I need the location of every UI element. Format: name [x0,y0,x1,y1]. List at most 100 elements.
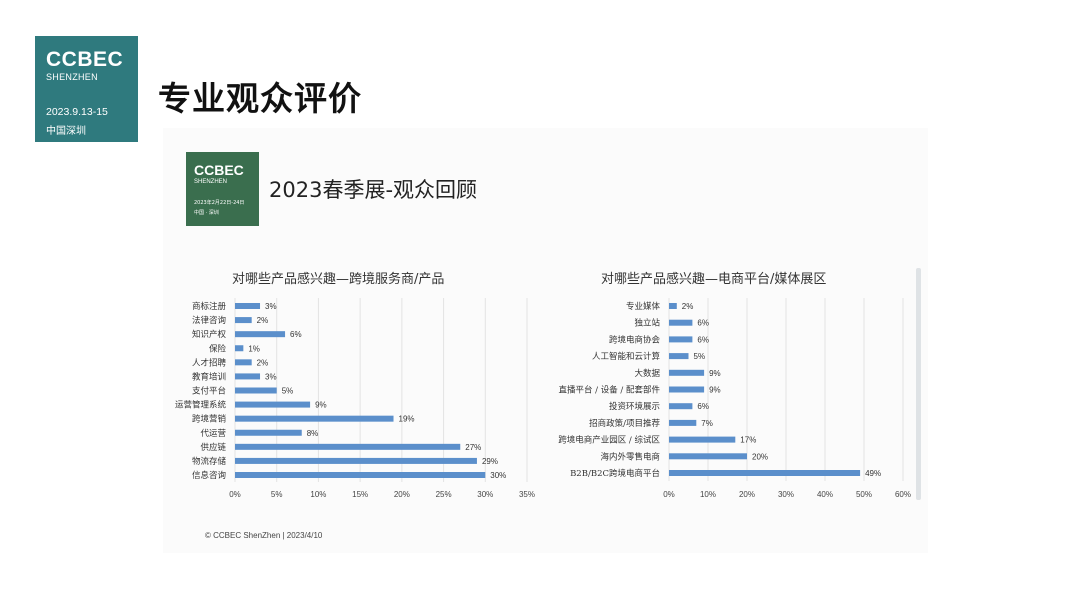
data-label: 9% [709,386,721,395]
bar [235,331,286,338]
data-label: 8% [307,429,319,438]
embedded-slide [163,128,928,553]
bar [235,443,461,450]
data-label: 1% [248,344,260,353]
category-label: 投资环境展示 [609,401,660,412]
bar [235,303,261,309]
bar [669,419,697,426]
logo-city: SHENZHEN [46,72,98,82]
bar [235,415,394,422]
bar [235,359,252,366]
slide-logo: CCBEC SHENZHEN 2023年2月22日-24日 中国 · 深圳 [186,152,259,226]
category-label: 招商政策/项目推荐 [589,418,660,429]
logo-location: 中国深圳 [46,126,86,137]
bar [669,453,747,460]
category-label: 人才招聘 [192,357,227,368]
category-label: 直播平台 / 设备 / 配套部件 [558,385,660,396]
slide-title: 2023春季展-观众回顾 [269,178,478,202]
data-label: 20% [752,452,768,461]
bar [669,303,677,309]
bar [235,387,277,394]
data-label: 30% [490,471,506,480]
data-label: 27% [465,443,481,452]
data-label: 5% [282,387,294,396]
category-label: 教育培训 [192,371,226,382]
bar [669,369,705,376]
category-label: 跨境营销 [192,414,227,425]
bar [669,353,689,360]
x-tick-label: 10% [310,490,326,499]
slide-logo-location: 中国 · 深圳 [194,210,219,216]
data-label: 7% [701,419,713,428]
x-tick-label: 50% [856,490,872,499]
slide-logo-dates: 2023年2月22日-24日 [194,200,245,206]
category-label: 供应链 [200,442,226,453]
bar [669,436,736,443]
slide-footer: © CCBEC ShenZhen | 2023/4/10 [205,531,323,540]
bar [235,401,311,408]
data-label: 9% [315,401,327,410]
category-label: 法律咨询 [192,315,226,326]
category-label: 独立站 [634,318,660,329]
category-label: 专业媒体 [626,301,661,312]
x-tick-label: 20% [739,490,755,499]
bar [669,470,861,476]
bar [235,317,252,324]
x-tick-label: 30% [778,490,794,499]
chart-title-service: 对哪些产品感兴趣—跨境服务商/产品 [232,272,445,287]
data-label: 3% [265,302,277,311]
category-label: 保险 [209,343,227,354]
chart-title-platform: 对哪些产品感兴趣—电商平台/媒体展区 [601,272,827,287]
category-label: 知识产权 [192,329,227,340]
logo-dates: 2023.9.13-15 [46,106,108,118]
category-label: 信息咨询 [192,470,226,481]
page-title: 专业观众评价 [158,79,362,118]
bar [235,345,244,352]
bar [669,386,705,393]
category-label: 商标注册 [192,301,227,312]
bar [669,336,693,343]
data-label: 3% [265,372,277,381]
x-tick-label: 10% [700,490,716,499]
bar [669,319,693,326]
data-label: 17% [740,436,756,445]
category-label: 运营管理系统 [175,400,227,411]
category-label: 大数据 [634,368,660,379]
data-label: 49% [865,469,881,478]
category-label: 代运营 [200,428,226,439]
data-label: 2% [257,316,269,325]
category-label: 支付平台 [192,386,226,397]
scrollbar [916,268,921,500]
x-tick-label: 30% [477,490,493,499]
bar [669,403,693,410]
x-tick-label: 60% [895,490,911,499]
category-label: B2B/B2C跨境电商平台 [570,468,660,479]
data-label: 2% [682,302,694,311]
bar [235,429,302,436]
bar [235,472,486,478]
chart-service-providers: 0% 5% 10% 15% 20% 25% 30% 35% 商标注册 3% 法律咨询 2% 知识产权 6%… [175,298,535,499]
data-label: 6% [697,402,709,411]
x-tick-label: 35% [519,490,535,499]
logo-name: CCBEC [46,48,124,71]
data-label: 5% [694,352,706,361]
data-label: 6% [290,330,302,339]
chart-ecommerce-platforms: 0% 10% 20% 30% 40% 50% 60% 专业媒体 2% 独立站 6% 跨境电商协会 6% 人… [558,298,911,499]
category-label: 跨境电商产业园区 / 综试区 [558,435,660,446]
expo-logo: CCBEC SHENZHEN 2023.9.13-15 中国深圳 [35,36,138,142]
data-label: 9% [709,369,721,378]
x-tick-label: 20% [394,490,410,499]
bar [235,457,477,464]
x-tick-label: 0% [663,490,675,499]
data-label: 2% [257,358,269,367]
category-label: 海内外零售电商 [600,451,660,462]
category-label: 跨境电商协会 [609,334,661,345]
x-tick-label: 15% [352,490,368,499]
x-tick-label: 5% [271,490,283,499]
x-tick-label: 25% [436,490,452,499]
category-label: 物流存储 [192,456,227,467]
data-label: 6% [697,319,709,328]
x-tick-label: 0% [229,490,241,499]
data-label: 6% [697,335,709,344]
